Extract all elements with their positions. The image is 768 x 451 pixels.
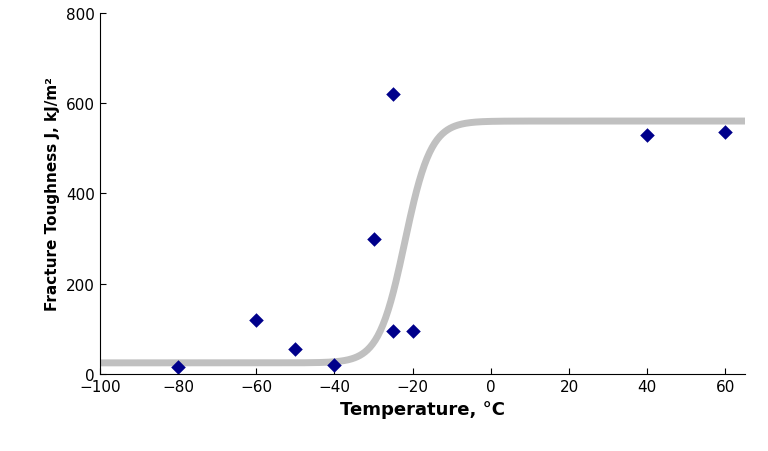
Point xyxy=(406,328,419,335)
Point xyxy=(367,235,379,243)
Point xyxy=(641,132,654,139)
Point xyxy=(250,317,263,324)
Point xyxy=(720,129,732,137)
Point xyxy=(387,328,399,335)
Point xyxy=(172,364,184,371)
Point xyxy=(387,91,399,98)
Point xyxy=(328,362,340,369)
Point xyxy=(290,346,302,353)
Y-axis label: Fracture Toughness J, kJ/m²: Fracture Toughness J, kJ/m² xyxy=(45,77,61,311)
X-axis label: Temperature, °C: Temperature, °C xyxy=(340,400,505,418)
